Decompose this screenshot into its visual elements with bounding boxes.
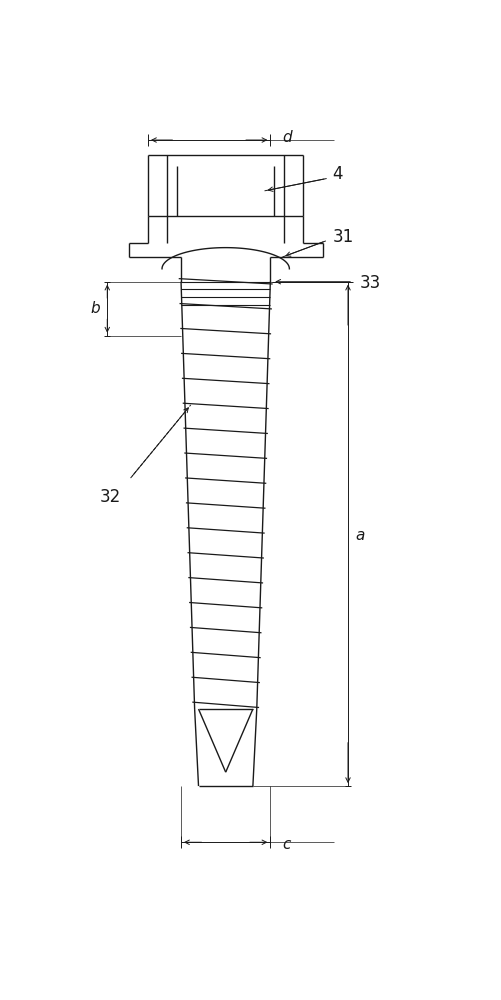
Text: 33: 33 bbox=[360, 274, 381, 292]
Text: d: d bbox=[282, 130, 292, 145]
Text: 31: 31 bbox=[333, 228, 354, 246]
Text: b: b bbox=[91, 301, 100, 316]
Text: 32: 32 bbox=[100, 488, 121, 506]
Text: 4: 4 bbox=[333, 165, 343, 183]
Text: a: a bbox=[356, 528, 365, 543]
Text: c: c bbox=[282, 837, 291, 852]
